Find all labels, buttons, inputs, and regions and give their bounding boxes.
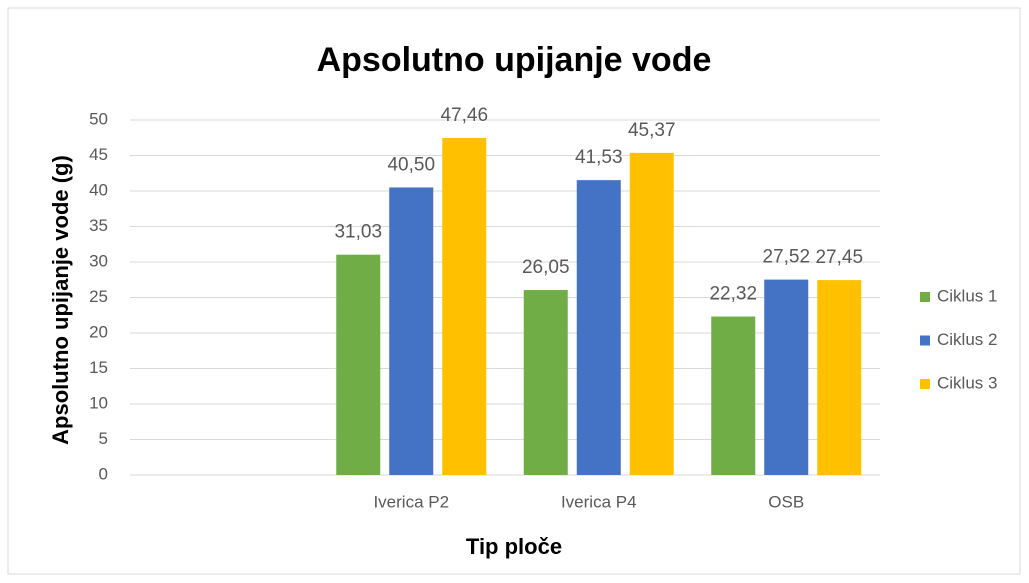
value-label: 40,50 <box>387 154 435 175</box>
y-tick-label: 40 <box>89 180 108 199</box>
value-label: 41,53 <box>575 147 623 168</box>
value-label: 26,05 <box>522 257 570 278</box>
y-tick-label: 50 <box>89 109 108 128</box>
x-axis-title: Tip ploče <box>466 534 562 559</box>
value-label: 27,45 <box>815 247 863 268</box>
y-tick-label: 5 <box>99 429 108 448</box>
x-tick-label: Iverica P2 <box>373 492 449 511</box>
bar <box>336 254 381 475</box>
value-label: 22,32 <box>709 284 757 305</box>
legend-swatch <box>920 379 930 389</box>
y-tick-label: 35 <box>89 216 108 235</box>
legend-swatch <box>920 292 930 302</box>
x-tick-label: Iverica P4 <box>561 492 637 511</box>
y-tick-label: 30 <box>89 251 108 270</box>
y-tick-label: 25 <box>89 287 108 306</box>
bar <box>711 316 756 475</box>
x-tick-label: OSB <box>768 492 804 511</box>
bar <box>817 280 862 475</box>
value-label: 27,52 <box>762 247 810 268</box>
y-tick-label: 45 <box>89 145 108 164</box>
y-axis-title: Apsolutno upijanje vode (g) <box>48 155 73 445</box>
bar <box>389 187 434 475</box>
legend-swatch <box>920 335 930 346</box>
bar <box>764 279 809 475</box>
legend-label: Ciklus 1 <box>937 286 997 305</box>
value-label: 47,46 <box>440 105 488 126</box>
chart-border <box>7 7 1021 575</box>
y-tick-label: 15 <box>89 358 108 377</box>
legend-label: Ciklus 3 <box>937 373 997 392</box>
bar <box>629 152 674 476</box>
value-label: 45,37 <box>628 120 676 141</box>
y-tick-label: 10 <box>89 393 108 412</box>
value-label: 31,03 <box>334 222 382 243</box>
bar <box>576 180 621 475</box>
legend-label: Ciklus 2 <box>937 330 997 349</box>
chart-title: Apsolutno upijanje vode <box>317 41 712 79</box>
y-tick-label: 0 <box>99 464 108 483</box>
y-tick-label: 20 <box>89 322 108 341</box>
bar <box>442 138 487 475</box>
bar <box>523 290 568 475</box>
